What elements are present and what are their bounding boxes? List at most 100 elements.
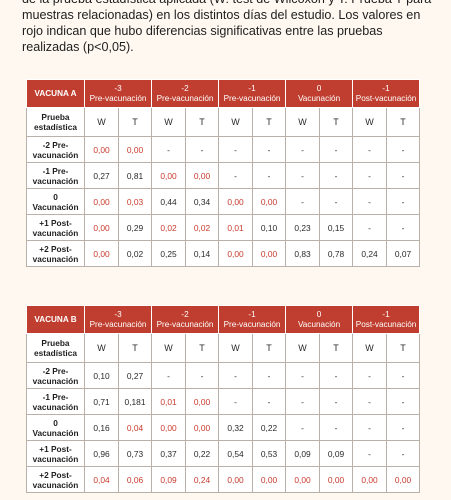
value-cell: 0,44 <box>151 188 187 215</box>
stat-test-cell: W <box>84 107 119 137</box>
row-label: -1 Pre-vacunación <box>26 388 85 415</box>
value-cell: - <box>252 388 287 415</box>
value-cell: 0,25 <box>151 240 187 267</box>
vacuna-a-table: VACUNA A -3 Pre-vacunación -2 Pre-vacunación… <box>26 79 421 267</box>
significant-value-cell: 0,00 <box>218 188 254 215</box>
row-label-line: -1 Pre- <box>42 391 69 402</box>
row-label-line: vacunación <box>32 149 79 160</box>
value-cell: - <box>352 214 388 241</box>
column-day: -1 <box>248 310 256 319</box>
stat-test-row: Prueba estadística W T W T W T W T W T <box>26 107 421 137</box>
value-cell: 0,16 <box>84 414 119 441</box>
stat-test-cell: T <box>117 333 153 363</box>
column-header: -2 Pre-vacunación <box>151 79 220 108</box>
row-label-line: +1 Post- <box>39 217 72 228</box>
row-label-line: vacunación <box>32 375 79 386</box>
value-cell: - <box>285 188 321 215</box>
value-cell: - <box>352 414 388 441</box>
table-row: +2 Post-vacunación 0,04 0,06 0,09 0,24 0,00 0,… <box>26 466 421 493</box>
value-cell: - <box>386 188 421 215</box>
value-cell: 0,09 <box>319 440 354 467</box>
value-cell: 0,34 <box>185 188 220 215</box>
column-day: -1 <box>382 310 390 319</box>
table-row: +2 Post-vacunación 0,00 0,02 0,25 0,14 0,00 0,… <box>26 240 421 267</box>
row-label: 0 Vacunación <box>26 414 85 441</box>
table-row: 0 Vacunación 0,00 0,03 0,44 0,34 0,00 0,00- - - - <box>26 188 421 215</box>
table-row: +1 Post-vacunación 0,00 0,29 0,02 0,02 0,01 0,… <box>26 214 421 241</box>
stat-test-cell: T <box>185 107 220 137</box>
column-phase: Pre-vacunación <box>223 319 281 329</box>
value-cell: - <box>319 362 354 389</box>
table-label: VACUNA A <box>26 79 85 108</box>
column-day: -3 <box>114 310 122 319</box>
stat-test-label-line: estadística <box>34 122 77 132</box>
value-cell: - <box>386 388 421 415</box>
column-header: 0 Vacunación <box>285 79 354 108</box>
value-cell: 0,27 <box>84 162 119 189</box>
significant-value-cell: 0,00 <box>218 240 254 267</box>
stat-test-cell: W <box>151 333 187 363</box>
significant-value-cell: 0,24 <box>185 466 220 493</box>
column-header: -1 Post-vacunación <box>352 79 421 108</box>
significant-value-cell: 0,01 <box>151 388 187 415</box>
column-day: 0 <box>316 310 322 319</box>
significant-value-cell: 0,00 <box>185 414 220 441</box>
row-label-line: Vacunación <box>32 427 79 438</box>
value-cell: - <box>218 162 254 189</box>
value-cell: - <box>352 388 388 415</box>
significant-value-cell: 0,00 <box>352 466 388 493</box>
value-cell: 0,29 <box>117 214 153 241</box>
stat-test-cell: T <box>252 107 287 137</box>
value-cell: - <box>386 440 421 467</box>
value-cell: - <box>151 362 187 389</box>
column-phase: Vacunación <box>297 93 341 103</box>
row-label: -2 Pre-vacunación <box>26 362 85 389</box>
value-cell: - <box>285 362 321 389</box>
row-label-line: -2 Pre- <box>42 139 69 150</box>
value-cell: 0,81 <box>117 162 153 189</box>
value-cell: 0,53 <box>252 440 287 467</box>
column-phase: Vacunación <box>297 319 341 329</box>
stat-test-cell: W <box>151 107 187 137</box>
value-cell: - <box>352 440 388 467</box>
row-label-line: vacunación <box>32 175 79 186</box>
stat-test-label: Prueba estadística <box>26 333 85 363</box>
row-label: +2 Post-vacunación <box>26 466 85 493</box>
stat-test-cell: T <box>386 107 421 137</box>
significant-value-cell: 0,00 <box>151 162 187 189</box>
value-cell: 0,22 <box>252 414 287 441</box>
value-cell: - <box>319 162 354 189</box>
column-phase: Pre-vacunación <box>89 319 147 329</box>
row-label-line: +1 Post- <box>39 443 72 454</box>
stat-test-cell: T <box>185 333 220 363</box>
value-cell: - <box>386 414 421 441</box>
vacuna-b-table: VACUNA B -3 Pre-vacunación -2 Pre-vacunación… <box>26 305 421 493</box>
column-header: -1 Pre-vacunación <box>218 305 287 334</box>
value-cell: - <box>285 162 321 189</box>
stat-test-cell: T <box>252 333 287 363</box>
table-row: 0 Vacunación 0,16 0,04 0,00 0,00 0,32 0,22- - - - <box>26 414 421 441</box>
intro-paragraph: de la prueba estadística aplicada (W: te… <box>22 0 431 54</box>
significant-value-cell: 0,06 <box>117 466 153 493</box>
stat-test-cell: W <box>352 333 388 363</box>
significant-value-cell: 0,00 <box>151 414 187 441</box>
value-cell: - <box>319 388 354 415</box>
value-cell: - <box>285 388 321 415</box>
column-header: -1 Pre-vacunación <box>218 79 287 108</box>
value-cell: - <box>252 362 287 389</box>
value-cell: - <box>352 188 388 215</box>
column-day: -2 <box>181 84 189 93</box>
value-cell: - <box>185 362 220 389</box>
value-cell: - <box>185 136 220 163</box>
value-cell: 0,07 <box>386 240 421 267</box>
value-cell: 0,73 <box>117 440 153 467</box>
significant-value-cell: 0,09 <box>151 466 187 493</box>
table-label: VACUNA B <box>26 305 85 334</box>
column-phase: Post-vacunación <box>355 93 417 103</box>
significant-value-cell: 0,00 <box>185 388 220 415</box>
column-header: -3 Pre-vacunación <box>83 305 153 334</box>
stat-test-row: Prueba estadística W T W T W T W T W T <box>26 333 421 363</box>
significant-value-cell: 0,00 <box>84 240 119 267</box>
stat-test-cell: W <box>285 107 321 137</box>
row-label-line: +2 Post- <box>39 469 72 480</box>
